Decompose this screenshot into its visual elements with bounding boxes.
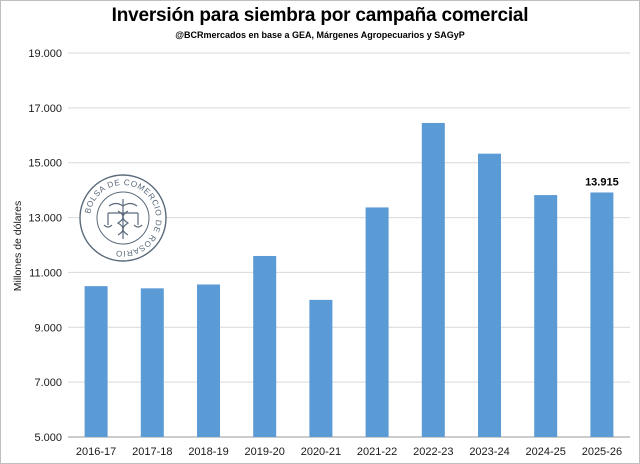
y-tick-label: 9.000 [34,322,62,334]
bar-2023-24 [478,153,501,438]
chart-title: Inversión para siembra por campaña comer… [111,5,529,26]
x-tick-label: 2025-26 [582,446,622,458]
x-tick-label: 2022-23 [413,446,453,458]
bar-2024-25 [534,195,558,437]
y-axis-ticks: 5.000 7.000 9.000 11.000 13.000 15.000 17.000 1… [28,48,62,444]
y-tick-label: 5.000 [34,432,62,444]
bar-2022-23 [421,122,445,437]
data-labels: 13.915 [585,176,619,188]
caduceus-icon [103,199,143,239]
x-tick-label: 2017-18 [132,446,172,458]
data-label: 13.915 [585,176,619,188]
x-tick-label: 2023-24 [469,446,509,458]
y-axis-title: Millones de dólares [12,201,24,291]
bar-2021-22 [365,207,389,437]
bar-2025-26 [590,192,614,437]
y-tick-label: 15.000 [28,158,62,170]
bcr-seal-logo: BOLSA DE COMERCIO DE ROSARIO [79,174,167,262]
x-tick-label: 2019-20 [245,446,285,458]
y-tick-label: 13.000 [28,213,62,225]
bar-2019-20 [253,255,277,437]
bar-2018-19 [197,284,220,437]
x-tick-label: 2020-21 [301,446,341,458]
y-tick-label: 7.000 [34,377,62,389]
y-tick-label: 19.000 [28,48,62,60]
chart-subtitle: @BCRmercados en base a GEA, Márgenes Agr… [175,30,465,40]
bar-series [84,122,614,438]
bar-2017-18 [140,288,164,437]
x-tick-label: 2024-25 [526,446,566,458]
x-tick-label: 2018-19 [188,446,228,458]
y-tick-label: 11.000 [29,267,62,279]
bar-2020-21 [309,299,333,437]
x-tick-label: 2016-17 [76,446,116,458]
bar-2016-17 [84,286,108,437]
y-tick-label: 17.000 [28,103,62,115]
x-tick-label: 2021-22 [357,446,397,458]
x-axis-ticks: 2016-17 2017-18 2018-19 2019-20 2020-21 2021-… [76,446,622,458]
